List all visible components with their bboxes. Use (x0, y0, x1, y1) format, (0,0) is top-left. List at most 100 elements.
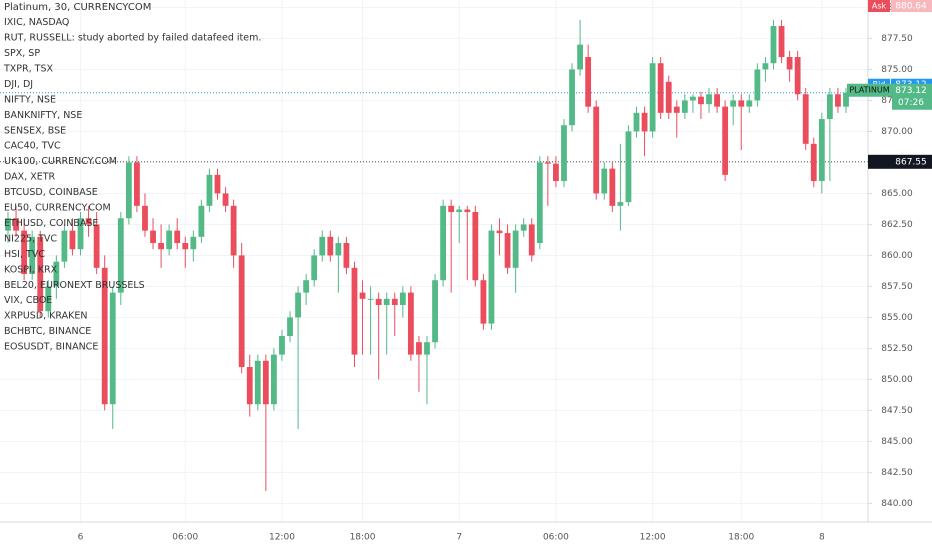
candle-body (593, 106, 600, 194)
candle-body (681, 100, 688, 113)
candle-body (746, 100, 753, 107)
candle-body (520, 224, 527, 231)
candle-body (826, 94, 833, 120)
candle-body (53, 261, 60, 287)
candle-body (625, 131, 632, 203)
candle-body (190, 236, 197, 250)
candle-body (528, 224, 535, 256)
candle-body (649, 63, 656, 132)
legend-entry: BTCUSD, COINBASE (4, 187, 98, 198)
candle-body (375, 298, 382, 306)
candle-body (254, 360, 261, 405)
candle-body (399, 292, 406, 306)
candle-body (730, 100, 737, 107)
price-tags: Ask880.64Bid873.12PLATINUM873.1207:26867… (847, 0, 932, 169)
candle-body (641, 112, 648, 132)
candle-body (77, 218, 84, 250)
candle-body (279, 336, 285, 355)
ask-tag (868, 0, 890, 12)
symbol-tag (847, 83, 892, 97)
candle-body (698, 96, 704, 105)
candle-body (359, 292, 366, 299)
legend-entry: BEL20, EURONEXT BRUSSELS (4, 280, 145, 291)
candle-body (295, 292, 301, 318)
legend-entry: EU50, CURRENCY.COM (4, 203, 111, 214)
symbol-value: 873.12 (895, 86, 927, 96)
candle-body (214, 174, 221, 194)
x-tick-label: 12:00 (269, 533, 295, 543)
candle-body (319, 236, 326, 256)
candle-body (93, 224, 100, 268)
candle-body (633, 112, 640, 132)
legend-entry: ETHUSD, COINBASE (4, 218, 98, 229)
candle-body (738, 100, 745, 107)
candle-body (464, 209, 471, 213)
candle-body (45, 286, 52, 312)
candle-body (262, 360, 269, 405)
candle-body (230, 205, 237, 256)
candle-body (271, 354, 277, 405)
legend-entry: SENSEX, BSE (4, 125, 66, 136)
candles (5, 19, 849, 492)
x-tick-label: 7 (456, 533, 462, 543)
candle-body (569, 69, 575, 126)
candle-body (456, 209, 463, 213)
candle-body (617, 202, 624, 206)
candle-body (125, 162, 132, 219)
symbol-tag-label: PLATINUM (849, 86, 889, 95)
candle-body (512, 230, 519, 268)
candle-body (343, 243, 350, 268)
candle-body (150, 230, 156, 244)
candle-body (665, 81, 672, 113)
candle-body (843, 92, 849, 107)
y-tick-label: 862.50 (881, 220, 913, 230)
candle-body (585, 57, 592, 107)
candle-body (810, 143, 817, 182)
y-tick-label: 842.50 (881, 468, 913, 478)
y-tick-label: 877.50 (881, 34, 913, 44)
candle-body (577, 44, 583, 70)
candle-body (61, 230, 68, 262)
candle-body (802, 94, 809, 144)
x-tick-label: 8 (819, 533, 825, 543)
y-tick-label: 855.00 (881, 313, 913, 323)
candle-body (770, 26, 777, 64)
candle-body (754, 69, 761, 101)
legend-entry: DAX, XETR (4, 172, 56, 183)
candle-body (536, 162, 543, 244)
candle-body (609, 168, 616, 206)
candle-body (166, 230, 173, 250)
candle-body (246, 367, 253, 405)
candle-body (657, 63, 664, 113)
ask-value-box (891, 0, 932, 12)
y-tick-label: 857.50 (881, 282, 913, 292)
candle-body (762, 63, 769, 70)
candle-body (553, 163, 559, 182)
legend-entry: CAC40, TVC (4, 141, 61, 152)
y-tick-label: 847.50 (881, 406, 913, 416)
candle-body (29, 236, 36, 275)
y-tick-label: 840.00 (881, 499, 913, 509)
candle-body (21, 230, 28, 275)
legend-entry: TXPR, TSX (3, 63, 54, 74)
candle-body (690, 96, 696, 101)
candle-body (367, 298, 374, 300)
legend-entry: DJI, DJ (4, 79, 33, 90)
candle-body (383, 298, 390, 306)
legend-entry: SPX, SP (4, 48, 40, 59)
legend-entry: EOSUSDT, BINANCE (4, 342, 98, 353)
candle-body (424, 342, 430, 355)
ask-tag-label: Ask (872, 2, 887, 11)
candle-body (416, 342, 422, 355)
x-tick-label: 18:00 (728, 533, 754, 543)
legend: Platinum, 30, CURRENCYCOM IXIC, NASDAQ RUT… (3, 2, 261, 353)
candle-body (351, 267, 358, 355)
legend-entry: NI225, TVC (4, 233, 57, 244)
x-tick-label: 06:00 (172, 533, 198, 543)
candle-body (432, 280, 438, 343)
candle-body (109, 292, 116, 405)
candle-body (85, 218, 92, 225)
candle-body (794, 57, 801, 95)
candle-body (287, 317, 293, 337)
